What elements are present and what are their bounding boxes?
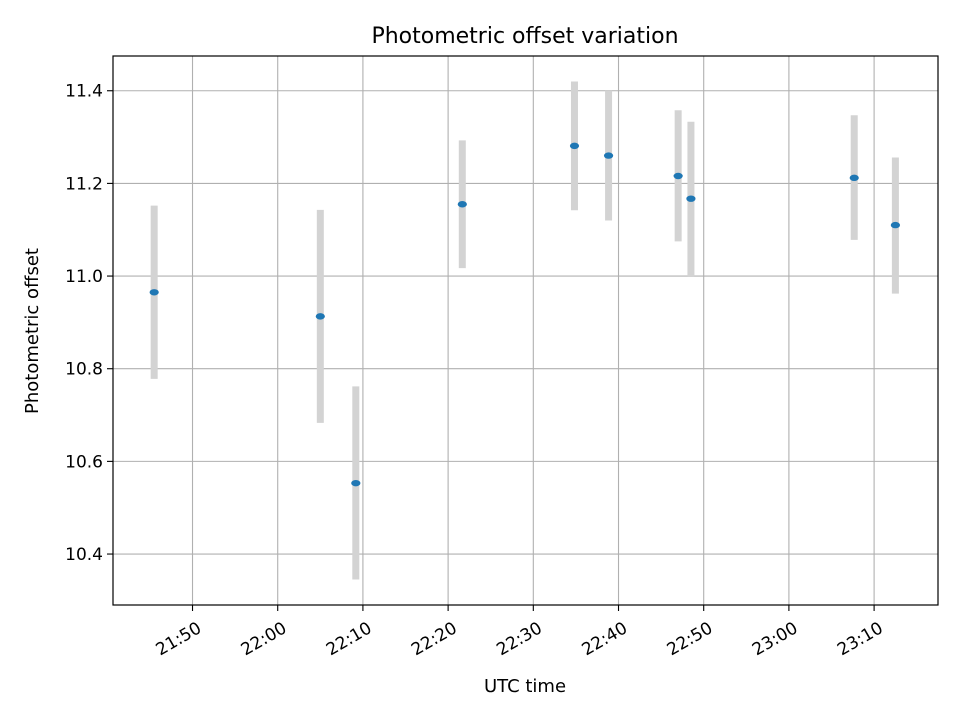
y-tick-label: 11.0 xyxy=(65,267,103,287)
y-tick-label: 10.8 xyxy=(65,360,103,380)
data-point xyxy=(890,221,901,229)
grid-layer xyxy=(113,56,938,605)
y-axis-label: Photometric offset xyxy=(22,248,43,414)
y-tick-label: 10.6 xyxy=(65,452,103,472)
point-layer xyxy=(149,142,901,487)
data-point xyxy=(351,479,361,487)
data-point xyxy=(457,201,467,208)
data-point xyxy=(149,289,159,296)
data-point xyxy=(849,174,859,182)
y-tick-label: 11.4 xyxy=(65,82,103,102)
plot-frame xyxy=(112,55,939,606)
data-point xyxy=(673,172,683,180)
chart-title: Photometric offset variation xyxy=(371,24,678,49)
y-tick-label: 11.2 xyxy=(65,174,103,194)
data-point xyxy=(569,142,580,150)
data-point xyxy=(603,152,614,159)
data-point xyxy=(686,195,696,202)
x-axis-label: UTC time xyxy=(484,676,566,697)
data-point xyxy=(315,313,325,320)
y-tick-label: 10.4 xyxy=(65,545,103,565)
